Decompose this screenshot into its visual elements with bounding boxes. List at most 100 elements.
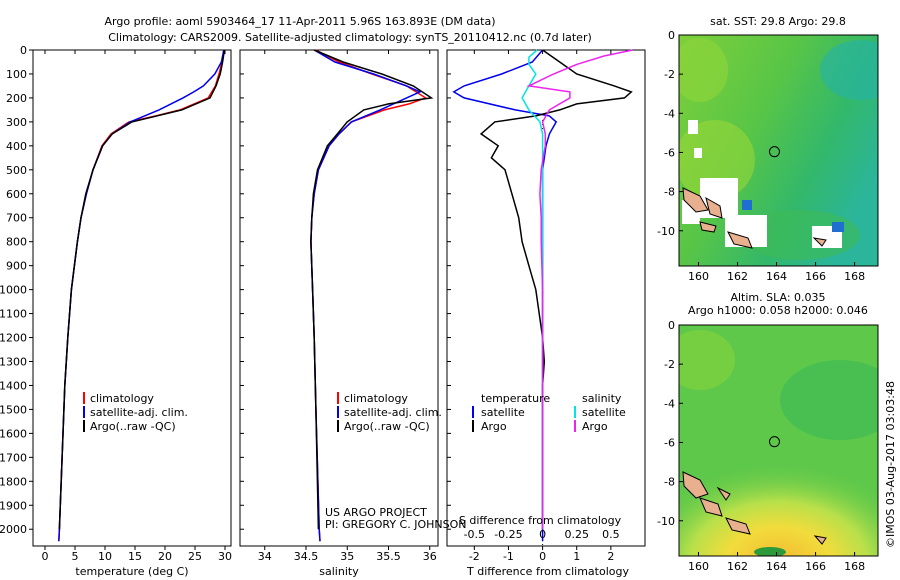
s-difference-axis-label: S difference from climatology [459,514,622,527]
sla-patch [679,330,735,390]
pressure-tick-label: 0 [20,44,27,57]
pressure-tick-label: 1300 [0,355,27,368]
legend-argo: Argo(..raw -QC) [344,420,430,433]
sst-map-frame [678,34,879,267]
imos-timestamp: ©IMOS 03-Aug-2017 03:03:48 [884,381,897,548]
pressure-tick-label: 400 [6,140,27,153]
island-outline [725,517,751,535]
island-outline [705,196,723,219]
lat-tick-label: -2 [664,68,675,81]
missing-data-cell [694,148,702,158]
difference-tick-label: -1 [503,550,514,563]
pressure-tick-label: 1100 [0,308,27,321]
salinity-tick-label: 34.5 [294,550,319,563]
series-line-satellite-adj-clim- [310,49,422,542]
sst-map-title: sat. SST: 29.8 Argo: 29.8 [710,15,846,28]
salinity-difference-tick-label: -0.5 [464,528,485,541]
sla-map [678,324,879,557]
temperature-tick-label: 30 [218,550,232,563]
pressure-tick-label: 1600 [0,427,27,440]
difference-panel-frame [446,49,646,547]
lat-tick-label: -4 [664,107,675,120]
series-line-argo-raw-qc- [310,49,434,530]
salinity-difference-tick-label: 0.5 [602,528,620,541]
pressure-tick-label: 900 [6,260,27,273]
island-outline [699,497,723,517]
pressure-tick-label: 2000 [0,523,27,536]
pressure-tick-label: 500 [6,164,27,177]
pressure-tick-label: 1000 [0,284,27,297]
difference-tick-label: 1 [573,550,580,563]
lat-tick-label: -6 [664,146,675,159]
salinity-difference-tick-label: -0.25 [494,528,522,541]
pressure-tick-label: 600 [6,188,27,201]
salinity-tick-label: 34 [258,550,272,563]
island-outline [682,187,709,213]
lat-tick-label: -10 [657,225,675,238]
temperature-axis-label: temperature (deg C) [75,565,188,578]
series-line-climatology [310,49,428,542]
project-credit: US ARGO PROJECT [325,506,427,519]
sst-map [678,34,879,267]
sst-patch [679,38,728,102]
difference-legend: temperature satellite Argo salinity sate… [472,392,626,433]
sla-map-frame [678,324,879,557]
salinity-difference-tick-label: 0.25 [564,528,589,541]
sla-patch [780,360,878,440]
lat-tick-label: -2 [664,358,675,371]
temperature-tick-label: 20 [158,550,172,563]
sla-map-title-line1: Altim. SLA: 0.035 [730,291,825,304]
legend-t-argo: Argo [481,420,507,433]
legend-satellite: satellite-adj. clim. [344,406,442,419]
lat-tick-label: -6 [664,436,675,449]
legend-satellite: satellite-adj. clim. [90,406,188,419]
temperature-tick-label: 0 [42,550,49,563]
lon-tick-label: 160 [688,270,709,283]
salinity-plot: 34 34.5 35 35.5 36 [258,49,437,563]
pressure-tick-label: 200 [6,92,27,105]
lat-tick-label: -8 [664,186,675,199]
pressure-tick-label: 300 [6,116,27,129]
t-difference-axis-label: T difference from climatology [466,565,629,578]
pressure-tick-label: 1900 [0,499,27,512]
island-outline [682,471,709,499]
cold-cell [832,222,844,232]
cold-cell [742,200,752,210]
pi-credit: PI: GREGORY C. JOHNSON [325,518,466,531]
island-outline [813,535,827,545]
lat-tick-label: -10 [657,515,675,528]
sla-warm-region [679,420,878,556]
difference-plot: -2 -1 0 1 2 -0.5 -0.25 0 0.25 0.5 [452,49,633,563]
salinity-tick-label: 35 [340,550,354,563]
lon-tick-label: 166 [805,270,826,283]
legend-climatology: climatology [344,392,408,405]
lat-tick-label: -8 [664,476,675,489]
salinity-tick-label: 36 [423,550,437,563]
legend-s-argo: Argo [582,420,608,433]
sst-patch [820,40,878,100]
figure-title-line1: Argo profile: aoml 5903464_17 11-Apr-201… [105,15,496,28]
lon-tick-label: 164 [766,270,787,283]
temperature-plot: 0 5 10 15 20 25 30 [42,49,232,563]
pressure-tick-label: 800 [6,236,27,249]
argo-float-position-marker [768,146,780,158]
legend-temperature-title: temperature [481,392,550,405]
lon-tick-label: 166 [805,560,826,573]
argo-float-position-marker [768,436,780,448]
series-line-salinity-argo [526,49,633,530]
series-line-argo-raw-qc- [58,49,226,530]
difference-tick-label: 2 [607,550,614,563]
sla-map-axes: 160 162 164 166 168 0 -2 -4 -6 -8 -10 [657,319,865,573]
lon-tick-label: 168 [844,270,865,283]
lat-tick-label: 0 [668,319,675,332]
salinity-difference-tick-label: 0 [539,528,546,541]
temperature-panel-frame [32,49,232,547]
legend-t-satellite: satellite [481,406,525,419]
pressure-tick-label: 1700 [0,451,27,464]
difference-tick-label: -2 [469,550,480,563]
pressure-tick-label: 1200 [0,332,27,345]
temperature-tick-label: 25 [188,550,202,563]
lon-tick-label: 162 [727,270,748,283]
salinity-axis-label: salinity [319,565,359,578]
